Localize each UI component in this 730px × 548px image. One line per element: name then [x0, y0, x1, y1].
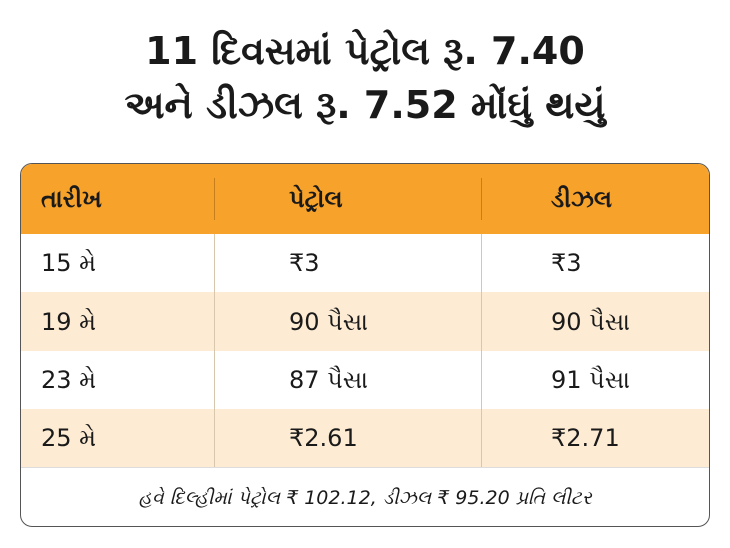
column-divider	[481, 234, 482, 292]
column-divider	[481, 351, 482, 409]
title-line: અને ડીઝલ રૂ. 7.52 મોંઘું થયું	[124, 83, 606, 127]
table-cell: 90 પૈસા	[551, 307, 631, 336]
table-cell: ₹2.71	[551, 424, 620, 452]
header-cell: તારીખ	[41, 185, 102, 213]
table-row: 19 મે 90 પૈસા 90 પૈસા	[21, 292, 709, 351]
column-divider	[481, 409, 482, 467]
table-row: 23 મે 87 પૈસા 91 પૈસા	[21, 351, 709, 409]
table-cell: 19 મે	[41, 307, 97, 336]
column-divider	[214, 178, 215, 220]
column-divider	[214, 234, 215, 292]
header-cell: પેટ્રોલ	[289, 185, 343, 213]
column-divider	[481, 178, 482, 220]
table-cell: 23 મે	[41, 366, 97, 394]
header-cell: ડીઝલ	[551, 185, 613, 213]
table-cell: ₹3	[551, 249, 582, 277]
table-cell: 15 મે	[41, 249, 97, 277]
table-cell: ₹3	[289, 249, 320, 277]
table-cell: 87 પૈસા	[289, 366, 369, 394]
table: હવે દિલ્હીમાં પેટ્રોલ ₹ 102.12, ડીઝલ ₹ 9…	[20, 163, 710, 527]
title-line: 11 દિવસમાં પેટ્રોલ રૂ. 7.40	[145, 29, 585, 73]
table-cell: 25 મે	[41, 424, 97, 452]
column-divider	[214, 292, 215, 351]
header-row: તારીખ પેટ્રોલ ડીઝલ	[21, 164, 709, 234]
table-cell: 91 પૈસા	[551, 366, 631, 394]
column-divider	[481, 292, 482, 351]
table-cell: ₹2.61	[289, 424, 358, 452]
table-row: 25 મે ₹2.61 ₹2.71	[21, 409, 709, 467]
table-footer: હવે દિલ્હીમાં પેટ્રોલ ₹ 102.12, ડીઝલ ₹ 9…	[21, 467, 709, 526]
table-row: 15 મે ₹3 ₹3	[21, 234, 709, 292]
column-divider	[214, 409, 215, 467]
table-cell: 90 પૈસા	[289, 307, 369, 336]
column-divider	[214, 351, 215, 409]
